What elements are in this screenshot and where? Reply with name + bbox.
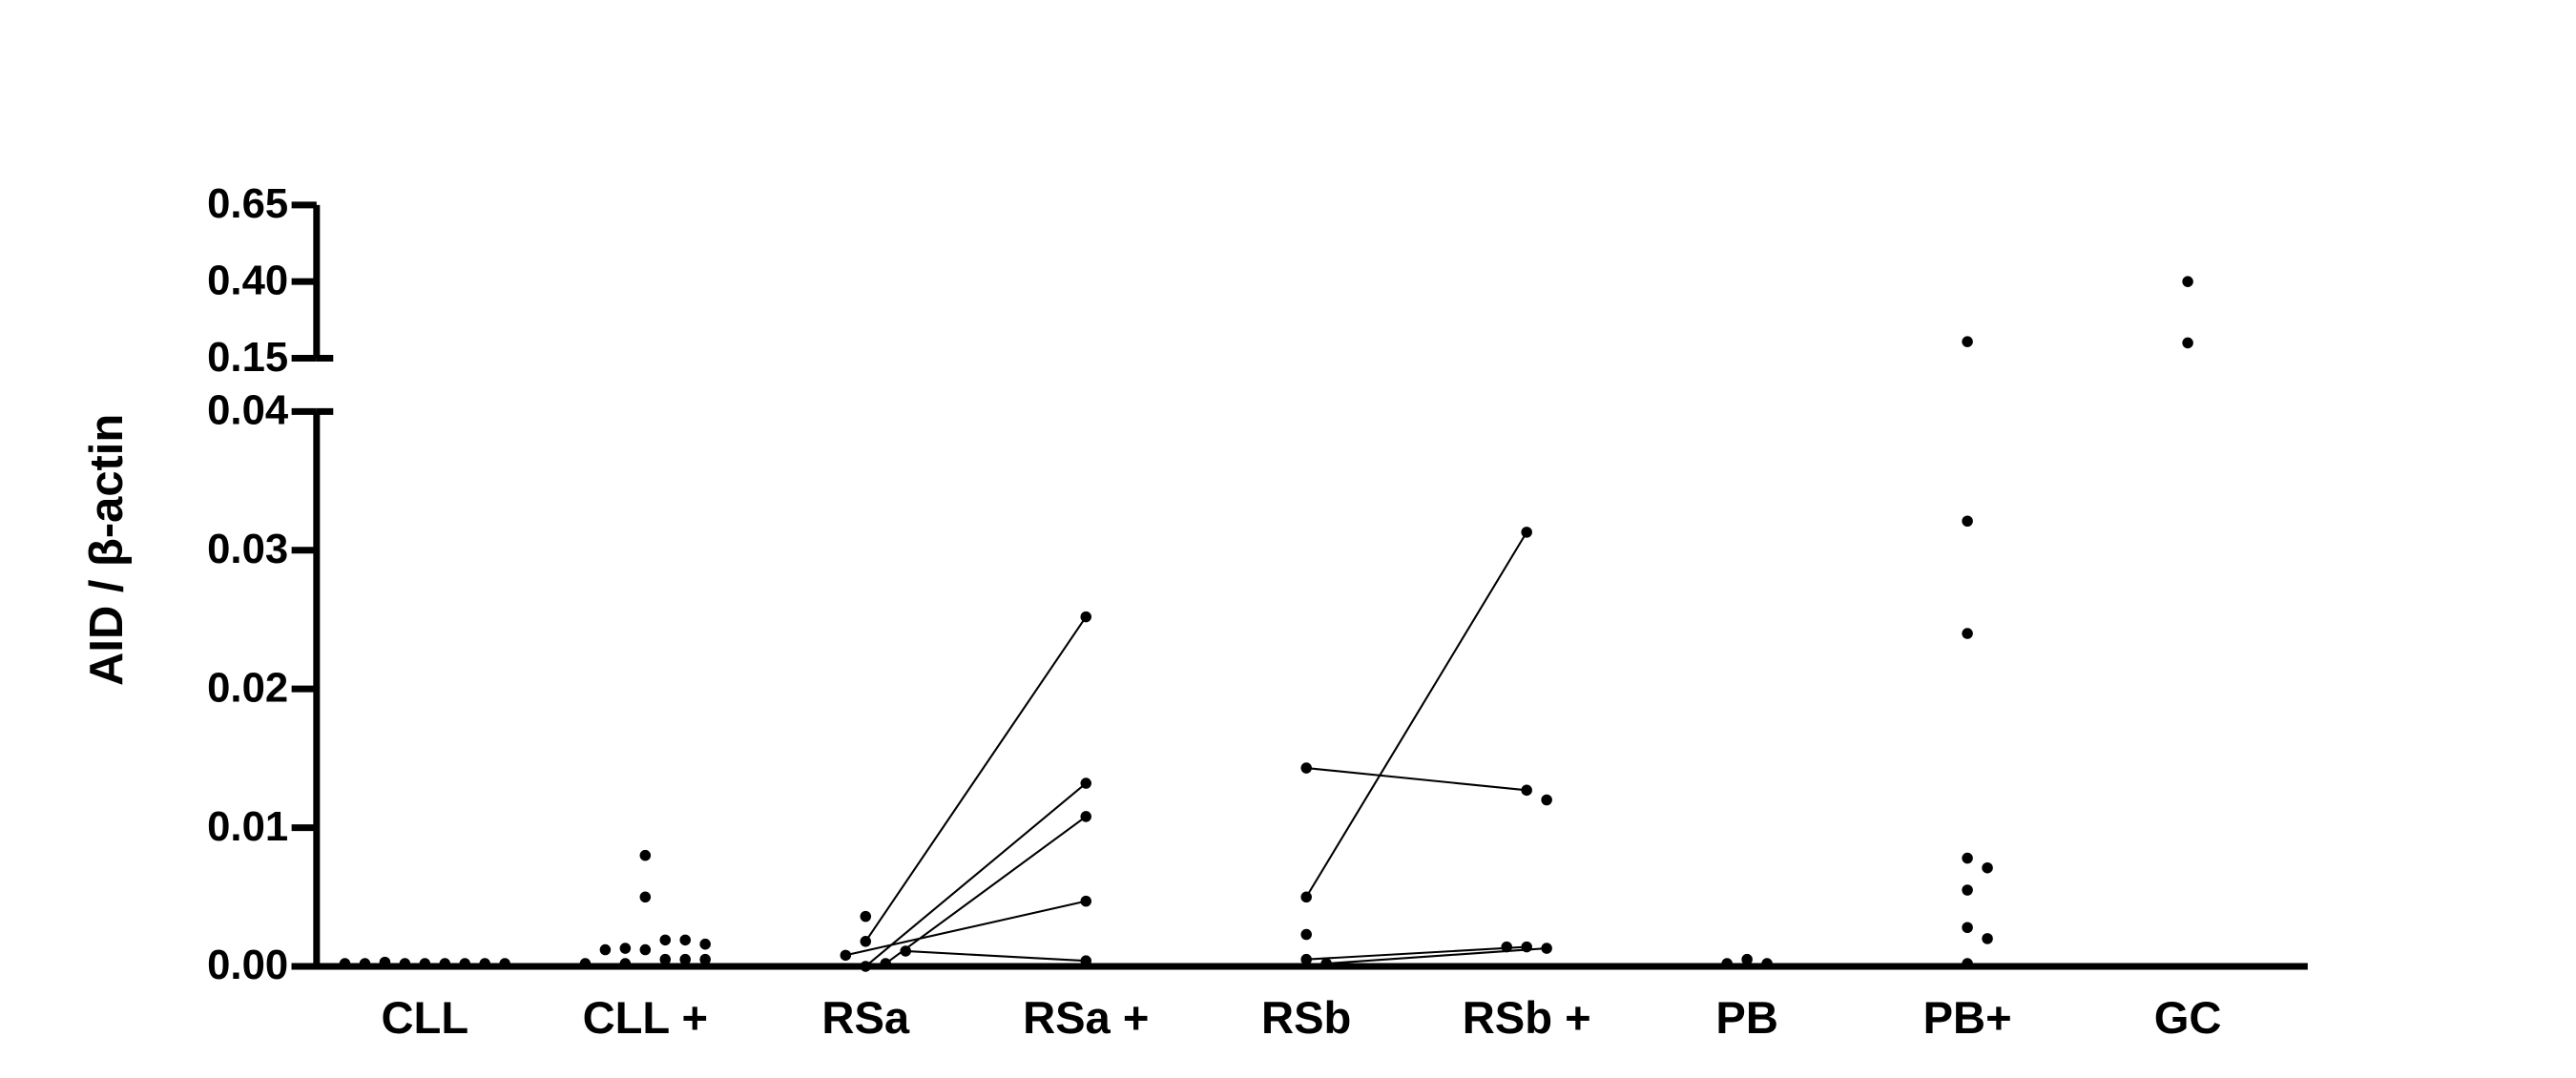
data-point	[699, 938, 711, 950]
data-point	[579, 958, 592, 969]
data-point	[1300, 953, 1312, 965]
pair-line	[864, 782, 1087, 967]
x-tick-label: CLL	[382, 992, 469, 1043]
x-tick-label: RSb +	[1463, 992, 1591, 1043]
data-point	[880, 958, 891, 969]
data-point	[2182, 337, 2193, 349]
data-point	[499, 958, 510, 969]
x-tick-label: RSb	[1261, 992, 1351, 1043]
data-point	[399, 958, 411, 969]
data-point	[599, 943, 612, 956]
y-tick-label: 0.02	[207, 664, 288, 711]
x-tick-label: RSa +	[1023, 992, 1149, 1043]
data-point	[1521, 784, 1532, 797]
data-point	[639, 943, 652, 956]
data-point	[1080, 895, 1092, 907]
pair-line	[845, 900, 1087, 957]
data-point	[1962, 884, 1973, 896]
data-point	[1741, 953, 1753, 965]
pair-line	[1306, 945, 1527, 961]
data-point	[1300, 891, 1312, 903]
x-tick-label: GC	[2154, 992, 2222, 1043]
data-point	[479, 958, 490, 969]
y-tick-label: 0.15	[207, 334, 288, 381]
data-point	[1080, 811, 1092, 822]
pair-line	[884, 816, 1087, 964]
x-tick-label: CLL +	[583, 992, 708, 1043]
data-point	[359, 958, 371, 969]
data-point	[619, 943, 632, 954]
data-point	[639, 891, 652, 903]
data-point	[860, 961, 872, 972]
data-point	[339, 958, 351, 969]
data-point	[1982, 933, 1993, 944]
data-point	[1541, 943, 1552, 954]
pair-line	[1306, 767, 1527, 792]
data-point	[1541, 794, 1552, 806]
data-point	[659, 953, 672, 965]
data-point	[459, 958, 471, 969]
pair-line	[864, 615, 1088, 943]
data-point	[1080, 955, 1092, 966]
data-point	[840, 949, 852, 962]
data-point	[1721, 958, 1733, 969]
data-point	[639, 849, 652, 861]
data-point	[900, 945, 911, 957]
data-point	[1080, 777, 1092, 789]
data-point	[619, 958, 632, 969]
data-point	[1320, 958, 1332, 969]
data-point	[860, 910, 872, 923]
data-point	[419, 958, 431, 969]
y-tick-label: 0.40	[207, 257, 288, 303]
data-point	[1761, 958, 1773, 969]
data-point	[1962, 515, 1973, 528]
data-point	[439, 958, 451, 969]
data-point	[1521, 527, 1532, 538]
data-point	[679, 953, 691, 965]
data-point	[1982, 861, 1993, 874]
pair-line	[1305, 531, 1528, 898]
y-tick-label: 0.01	[207, 803, 288, 850]
data-point	[379, 956, 391, 968]
data-point	[1962, 628, 1973, 639]
data-point	[1962, 922, 1973, 934]
x-tick-label: RSa	[821, 992, 909, 1043]
data-point	[860, 936, 872, 947]
y-tick-label: 0.03	[207, 526, 288, 572]
data-point	[1962, 852, 1973, 864]
data-point	[659, 934, 672, 946]
data-point	[1300, 928, 1312, 941]
data-point	[699, 953, 711, 965]
data-point	[679, 934, 691, 946]
y-axis-label: AID / β-actin	[81, 414, 133, 686]
y-tick-label: 0.65	[207, 180, 288, 227]
y-tick-label: 0.04	[207, 387, 289, 434]
data-point	[1962, 336, 1973, 347]
data-point	[1501, 941, 1512, 953]
data-point	[1300, 762, 1312, 774]
data-point	[1521, 941, 1532, 953]
x-tick-label: PB+	[1923, 992, 2012, 1043]
x-tick-label: PB	[1715, 992, 1777, 1043]
data-point	[1962, 958, 1973, 969]
data-point	[2182, 276, 2193, 287]
pair-line	[905, 949, 1087, 963]
y-tick-label: 0.00	[207, 942, 288, 988]
data-point	[1080, 611, 1092, 623]
